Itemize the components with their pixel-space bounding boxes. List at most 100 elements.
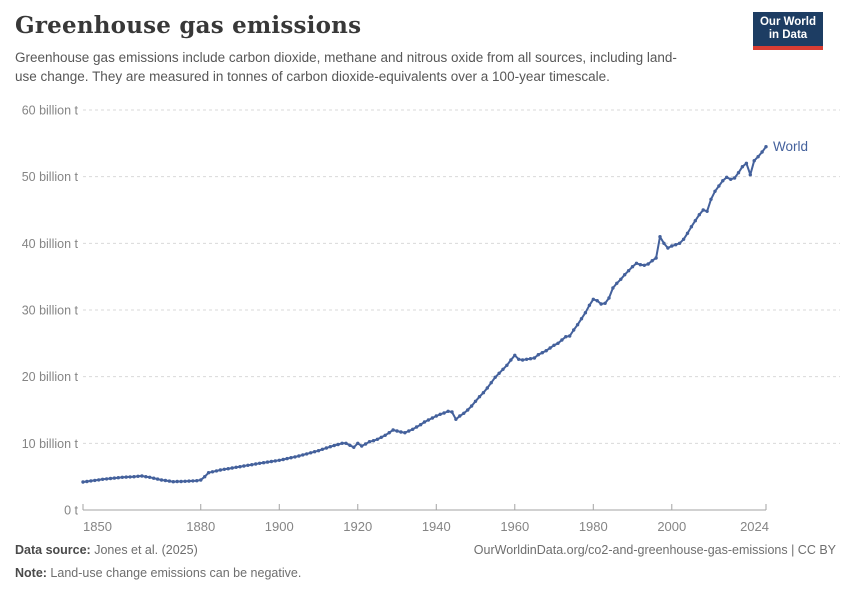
data-point-1951[interactable]	[477, 395, 482, 399]
data-point-1863[interactable]	[132, 475, 136, 479]
data-point-1941[interactable]	[438, 412, 442, 416]
data-point-1989[interactable]	[626, 269, 631, 273]
data-point-1909[interactable]	[312, 450, 317, 454]
data-point-1990[interactable]	[630, 265, 635, 269]
data-point-1987[interactable]	[619, 277, 623, 281]
data-point-1859[interactable]	[116, 476, 121, 480]
data-point-1921[interactable]	[360, 444, 364, 448]
data-point-1906[interactable]	[301, 453, 305, 457]
data-point-1971[interactable]	[556, 341, 560, 345]
data-point-1860[interactable]	[120, 475, 125, 479]
data-point-1900[interactable]	[277, 458, 281, 462]
data-point-1928[interactable]	[387, 431, 391, 435]
data-point-1981[interactable]	[595, 299, 599, 303]
data-point-1991[interactable]	[634, 261, 639, 265]
data-point-1874[interactable]	[175, 479, 179, 484]
data-point-2010[interactable]	[709, 197, 713, 201]
data-point-1920[interactable]	[356, 441, 360, 445]
data-point-1976[interactable]	[575, 323, 580, 327]
data-point-1898[interactable]	[269, 459, 274, 464]
data-point-1956[interactable]	[497, 371, 501, 375]
data-point-1870[interactable]	[159, 478, 164, 482]
data-point-1927[interactable]	[383, 433, 387, 437]
data-point-1904[interactable]	[293, 455, 297, 459]
data-point-2002[interactable]	[677, 241, 682, 245]
data-point-1852[interactable]	[89, 479, 93, 483]
data-point-2004[interactable]	[685, 231, 690, 235]
data-point-1934[interactable]	[411, 427, 415, 431]
data-point-2019[interactable]	[744, 161, 749, 165]
data-point-1978[interactable]	[583, 311, 588, 315]
data-point-2005[interactable]	[689, 225, 694, 229]
data-point-1937[interactable]	[422, 420, 427, 424]
data-point-1954[interactable]	[489, 381, 493, 385]
data-point-2007[interactable]	[697, 213, 701, 217]
data-point-1942[interactable]	[442, 411, 446, 415]
data-point-1853[interactable]	[93, 478, 97, 483]
data-point-1959[interactable]	[509, 358, 513, 362]
data-point-1851[interactable]	[85, 479, 89, 484]
data-point-1946[interactable]	[458, 414, 462, 418]
data-point-2003[interactable]	[681, 237, 686, 241]
data-point-1973[interactable]	[564, 335, 568, 339]
data-point-1936[interactable]	[418, 423, 423, 427]
data-point-1992[interactable]	[638, 263, 643, 267]
data-point-2014[interactable]	[725, 175, 729, 179]
data-point-2022[interactable]	[756, 155, 760, 159]
data-point-1997[interactable]	[658, 235, 662, 239]
data-point-1917[interactable]	[344, 441, 348, 445]
data-point-1926[interactable]	[379, 435, 383, 439]
data-point-1884[interactable]	[214, 469, 219, 473]
data-point-1957[interactable]	[501, 367, 505, 371]
data-point-1933[interactable]	[407, 429, 411, 433]
data-point-1944[interactable]	[450, 410, 454, 414]
data-point-1914[interactable]	[332, 443, 336, 448]
data-point-1938[interactable]	[426, 418, 431, 422]
data-point-1889[interactable]	[234, 465, 238, 469]
data-point-1968[interactable]	[544, 349, 548, 353]
data-point-1864[interactable]	[136, 474, 140, 478]
data-point-1979[interactable]	[587, 303, 592, 307]
data-point-1923[interactable]	[367, 440, 372, 444]
data-point-1977[interactable]	[579, 317, 584, 321]
data-point-1856[interactable]	[104, 477, 109, 481]
data-point-1902[interactable]	[285, 456, 289, 461]
data-point-1943[interactable]	[446, 409, 450, 413]
data-point-1963[interactable]	[524, 357, 529, 361]
data-point-1955[interactable]	[493, 375, 497, 379]
data-point-1885[interactable]	[218, 468, 223, 472]
data-point-1940[interactable]	[434, 414, 438, 418]
data-point-1998[interactable]	[662, 241, 666, 245]
data-point-1939[interactable]	[430, 416, 435, 420]
data-point-1984[interactable]	[607, 296, 611, 300]
data-point-1887[interactable]	[226, 467, 230, 471]
data-point-1890[interactable]	[238, 465, 242, 469]
data-point-2021[interactable]	[752, 159, 756, 163]
data-point-2009[interactable]	[705, 209, 709, 213]
data-point-1873[interactable]	[171, 480, 175, 484]
data-point-1982[interactable]	[599, 302, 603, 306]
data-point-2018[interactable]	[740, 165, 745, 169]
data-point-1888[interactable]	[230, 466, 234, 470]
data-point-1893[interactable]	[250, 463, 254, 467]
data-point-1931[interactable]	[399, 430, 403, 434]
data-point-1975[interactable]	[572, 328, 576, 332]
data-point-2008[interactable]	[701, 208, 705, 212]
data-point-1910[interactable]	[316, 449, 321, 453]
data-point-1862[interactable]	[128, 475, 132, 479]
data-point-1964[interactable]	[528, 357, 533, 361]
data-point-1995[interactable]	[650, 259, 654, 263]
data-point-1969[interactable]	[548, 346, 552, 350]
data-point-1871[interactable]	[163, 478, 168, 483]
data-point-1894[interactable]	[254, 462, 258, 466]
data-point-2013[interactable]	[721, 179, 725, 183]
data-point-1929[interactable]	[391, 428, 395, 432]
data-point-1919[interactable]	[352, 445, 356, 449]
data-point-1872[interactable]	[167, 479, 172, 483]
data-point-1916[interactable]	[340, 441, 344, 445]
data-point-1883[interactable]	[210, 470, 215, 474]
data-point-1850[interactable]	[81, 480, 85, 484]
data-point-1925[interactable]	[375, 437, 380, 441]
data-point-1918[interactable]	[348, 443, 352, 447]
data-point-1922[interactable]	[363, 442, 368, 446]
